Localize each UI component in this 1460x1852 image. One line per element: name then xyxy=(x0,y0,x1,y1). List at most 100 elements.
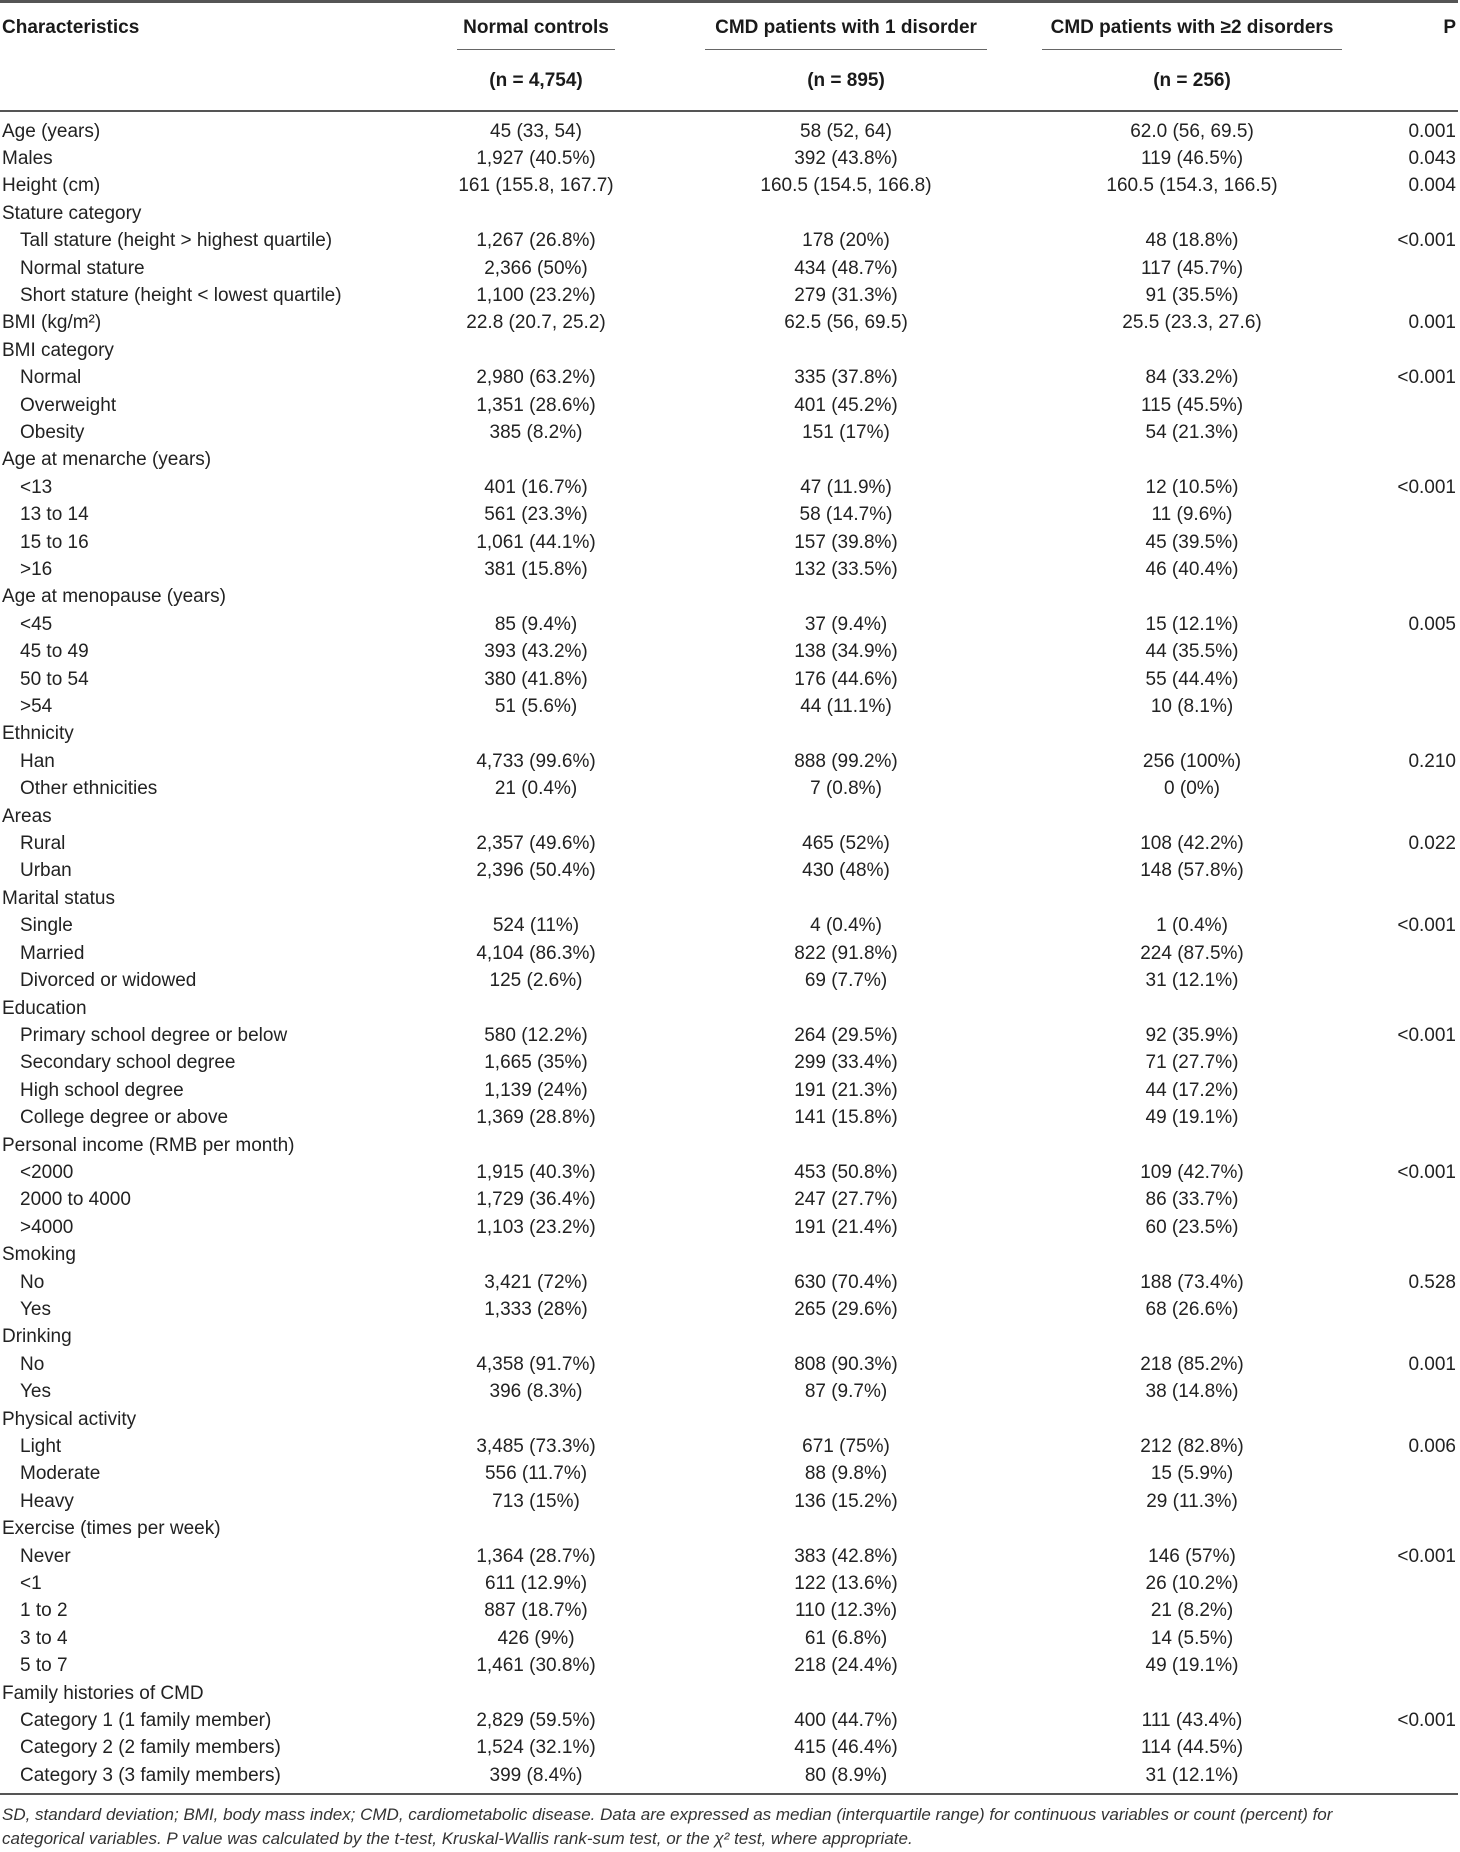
cell-normal-controls: 385 (8.2%) xyxy=(489,421,583,443)
cell-p-value xyxy=(1356,1296,1458,1323)
cell-p-value: 0.001 xyxy=(1408,120,1456,142)
row-label: College degree or above xyxy=(20,1107,229,1129)
cell-cmd-1-disorder: 7 (0.8%) xyxy=(810,778,882,800)
row-label: Primary school degree or below xyxy=(20,1024,288,1046)
row-label: Family histories of CMD xyxy=(2,1682,204,1704)
cell-cmd-1-disorder: 37 (9.4%) xyxy=(804,613,888,635)
table-row: Category 3 (3 family members) 399 (8.4%) 8… xyxy=(0,1761,1458,1796)
cell-cmd-1-disorder: 4 (0.4%) xyxy=(810,915,882,937)
cell-normal-controls: 1,729 (36.4%) xyxy=(476,1189,596,1211)
cell-cmd-2-disorders: 212 (82.8%) xyxy=(1140,1436,1244,1457)
cell-p-value: 0.001 xyxy=(1408,1353,1456,1375)
cell-p-value xyxy=(1356,967,1458,994)
cell-normal-controls: 2,366 (50%) xyxy=(484,257,588,279)
cell-cmd-1-disorder: 264 (29.5%) xyxy=(794,1024,898,1046)
cell-cmd-2-disorders: 117 (45.7%) xyxy=(1140,257,1244,279)
table-row: Physical activity xyxy=(0,1406,1458,1433)
cell-normal-controls xyxy=(408,1241,664,1268)
table-row: >16 381 (15.8%) 132 (33.5%) 46 (40.4%) xyxy=(0,556,1458,583)
cell-cmd-2-disorders: 44 (17.2%) xyxy=(1145,1079,1239,1101)
cell-normal-controls: 396 (8.3%) xyxy=(489,1381,583,1403)
cell-p-value xyxy=(1356,1625,1458,1652)
row-label: Obesity xyxy=(20,421,85,443)
cell-cmd-2-disorders xyxy=(1028,1515,1356,1542)
cell-normal-controls xyxy=(408,885,664,912)
table-row: Males 1,927 (40.5%) 392 (43.8%) 119 (46.5%)… xyxy=(0,145,1458,172)
cell-cmd-2-disorders: 111 (43.4%) xyxy=(1141,1710,1243,1732)
cell-cmd-1-disorder: 808 (90.3%) xyxy=(794,1353,898,1375)
cell-normal-controls xyxy=(408,1132,664,1159)
table-row: Normal stature 2,366 (50%) 434 (48.7%) 117 … xyxy=(0,255,1458,282)
cell-normal-controls: 524 (11%) xyxy=(492,915,580,937)
cell-normal-controls: 1,461 (30.8%) xyxy=(476,1655,596,1677)
row-label: Ethnicity xyxy=(2,723,74,745)
cell-p-value xyxy=(1356,282,1458,309)
row-label: <1 xyxy=(20,1573,42,1595)
cell-cmd-1-disorder: 383 (42.8%) xyxy=(794,1545,898,1567)
cell-p-value: <0.001 xyxy=(1397,367,1456,389)
cell-cmd-2-disorders: 31 (12.1%) xyxy=(1028,1761,1356,1796)
cell-p-value xyxy=(1356,857,1458,884)
cell-p-value xyxy=(1356,1597,1458,1624)
row-label: Age (years) xyxy=(2,120,101,142)
cell-cmd-1-disorder: 141 (15.8%) xyxy=(794,1107,898,1129)
row-label: Age at menarche (years) xyxy=(2,449,212,471)
row-label: Urban xyxy=(20,860,72,882)
cell-cmd-1-disorder: 401 (45.2%) xyxy=(794,394,898,416)
cell-cmd-1-disorder: 44 (11.1%) xyxy=(800,696,892,718)
cell-p-value xyxy=(1356,1652,1458,1679)
table-row: <2000 1,915 (40.3%) 453 (50.8%) 109 (42.7%)… xyxy=(0,1159,1458,1186)
cell-p-value: <0.001 xyxy=(1397,1024,1456,1046)
cell-cmd-2-disorders: 109 (42.7%) xyxy=(1140,1161,1244,1183)
cell-p-value xyxy=(1356,666,1458,693)
table-row: Heavy 713 (15%) 136 (15.2%) 29 (11.3%) xyxy=(0,1488,1458,1515)
cell-p-value xyxy=(1356,885,1458,912)
cell-p-value: 0.528 xyxy=(1408,1271,1456,1293)
cell-cmd-1-disorder xyxy=(664,1241,1028,1268)
table-row: Height (cm) 161 (155.8, 167.7) 160.5 (154.… xyxy=(0,172,1458,199)
cell-p-value: 0.043 xyxy=(1408,147,1456,169)
cell-cmd-2-disorders: 115 (45.5%) xyxy=(1140,394,1244,416)
cell-p-value xyxy=(1356,1488,1458,1515)
cell-normal-controls: 1,351 (28.6%) xyxy=(476,394,596,416)
cell-cmd-2-disorders: 46 (40.4%) xyxy=(1145,559,1239,580)
cell-p-value: 0.210 xyxy=(1408,750,1456,772)
table-row: Single 524 (11%) 4 (0.4%) 1 (0.4%) <0.001 xyxy=(0,912,1458,939)
cell-cmd-1-disorder: 138 (34.9%) xyxy=(794,641,898,663)
row-label: Males xyxy=(2,147,53,169)
cell-cmd-2-disorders: 49 (19.1%) xyxy=(1145,1107,1239,1129)
cell-p-value xyxy=(1356,200,1458,227)
row-label: Education xyxy=(2,997,87,1019)
cell-cmd-1-disorder xyxy=(664,1406,1028,1433)
cell-cmd-1-disorder: 671 (75%) xyxy=(802,1436,890,1457)
cell-cmd-1-disorder: 822 (91.8%) xyxy=(794,942,898,964)
cell-p-value xyxy=(1356,720,1458,747)
cell-p-value xyxy=(1356,1241,1458,1268)
row-label: Personal income (RMB per month) xyxy=(2,1134,295,1156)
cell-cmd-2-disorders: 48 (18.8%) xyxy=(1145,230,1239,252)
cell-cmd-2-disorders: 71 (27.7%) xyxy=(1145,1052,1239,1074)
table-row: >4000 1,103 (23.2%) 191 (21.4%) 60 (23.5%) xyxy=(0,1214,1458,1241)
cell-cmd-1-disorder: 58 (14.7%) xyxy=(799,504,893,526)
cell-p-value xyxy=(1356,255,1458,282)
header-normal-controls: Normal controls xyxy=(457,17,615,50)
cell-cmd-2-disorders: 218 (85.2%) xyxy=(1140,1353,1244,1375)
table-row: <1 611 (12.9%) 122 (13.6%) 26 (10.2%) xyxy=(0,1570,1458,1597)
cell-cmd-1-disorder: 434 (48.7%) xyxy=(794,257,898,279)
cell-p-value xyxy=(1356,337,1458,364)
cell-normal-controls xyxy=(408,1406,664,1433)
table-row: Obesity 385 (8.2%) 151 (17%) 54 (21.3%) xyxy=(0,419,1458,446)
cell-cmd-2-disorders: 114 (44.5%) xyxy=(1140,1737,1244,1759)
cell-cmd-1-disorder: 400 (44.7%) xyxy=(794,1710,898,1732)
cell-cmd-2-disorders: 15 (12.1%) xyxy=(1145,613,1239,635)
cell-cmd-1-disorder: 157 (39.8%) xyxy=(794,531,898,553)
row-label: <45 xyxy=(20,613,53,635)
cell-p-value xyxy=(1356,392,1458,419)
cell-normal-controls: 561 (23.3%) xyxy=(484,504,588,526)
table-row: 2000 to 4000 1,729 (36.4%) 247 (27.7%) 86 (… xyxy=(0,1186,1458,1213)
cell-cmd-2-disorders: 55 (44.4%) xyxy=(1145,668,1239,690)
table-row: Secondary school degree 1,665 (35%) 299 (3… xyxy=(0,1049,1458,1076)
cell-normal-controls: 85 (9.4%) xyxy=(494,613,578,635)
row-label: Physical activity xyxy=(2,1408,137,1430)
cell-cmd-2-disorders xyxy=(1028,1406,1356,1433)
